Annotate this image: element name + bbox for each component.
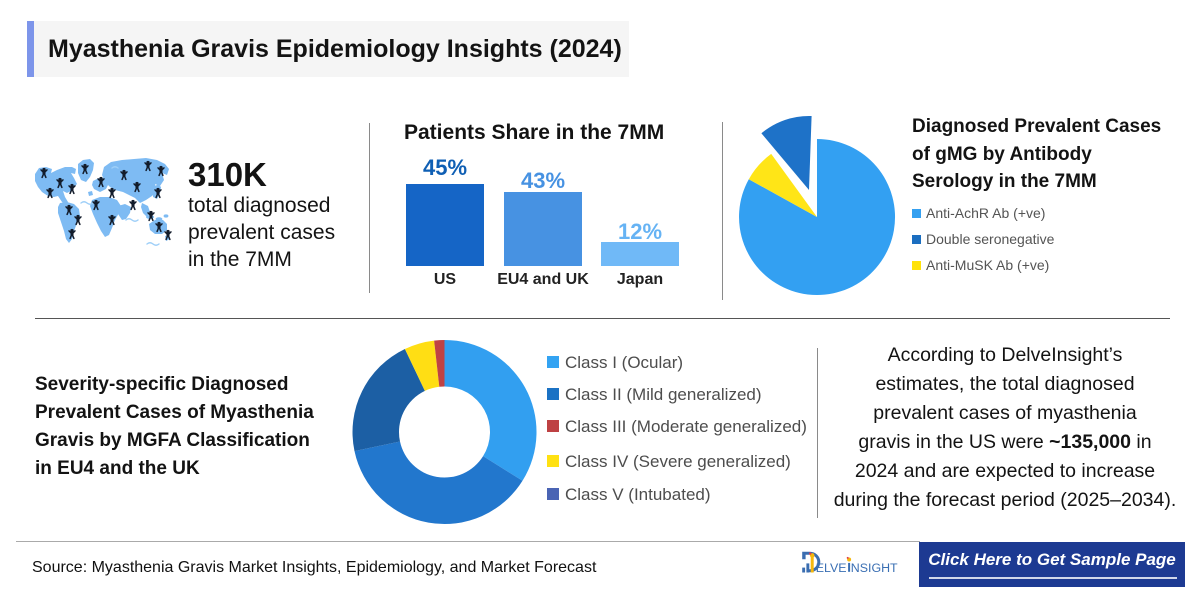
- svg-text:ELVE: ELVE: [816, 561, 847, 575]
- svg-text:NSIGHT: NSIGHT: [851, 561, 898, 575]
